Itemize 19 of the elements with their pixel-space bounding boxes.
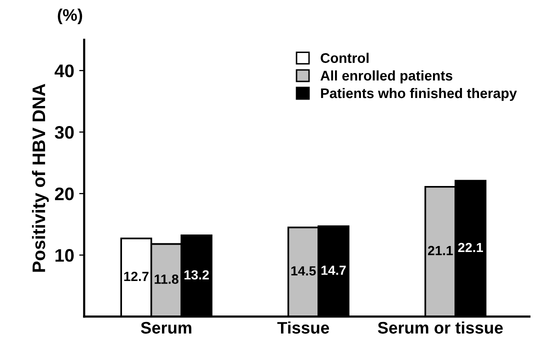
data-label: 14.5 [291,266,316,276]
y-tick-label: 40 [54,64,74,78]
data-label: 13.2 [184,270,209,280]
text: (%) [58,8,82,24]
data-label: 21.1 [428,246,453,256]
y-axis-title: Positivity of HBV DNA [32,84,49,272]
x-tick-label: Serum [140,322,192,334]
y-tick-label: 10 [56,249,74,262]
legend-label: Control [320,52,369,63]
data-label: 11.8 [154,274,178,284]
y-tick-label: 20 [54,188,74,200]
legend-label: All enrolled patients [320,70,452,84]
legend-label: Patients who finished therapy [321,88,517,101]
data-label: 12.7 [124,272,148,281]
data-label: 22.1 [458,242,483,252]
data-label: 14.7 [322,266,346,275]
y-tick-label: 30 [54,126,74,139]
x-tick-label: Tissue [277,321,330,334]
x-tick-label: Serum or tissue [378,321,503,334]
